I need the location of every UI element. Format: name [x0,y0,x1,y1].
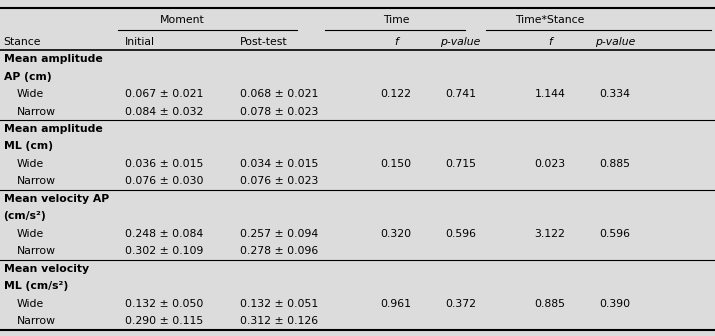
Text: 0.596: 0.596 [599,229,631,239]
Text: 0.122: 0.122 [380,89,412,99]
Text: 0.257 ± 0.094: 0.257 ± 0.094 [240,229,317,239]
Text: 0.076 ± 0.023: 0.076 ± 0.023 [240,176,318,186]
Text: Wide: Wide [16,159,44,169]
Text: 0.278 ± 0.096: 0.278 ± 0.096 [240,246,317,256]
Text: 0.076 ± 0.030: 0.076 ± 0.030 [125,176,204,186]
Text: AP (cm): AP (cm) [4,72,51,82]
Text: 0.741: 0.741 [445,89,476,99]
Text: 0.034 ± 0.015: 0.034 ± 0.015 [240,159,318,169]
Text: Narrow: Narrow [16,107,56,117]
Text: 0.302 ± 0.109: 0.302 ± 0.109 [125,246,204,256]
Text: p-value: p-value [440,37,480,47]
Text: 0.312 ± 0.126: 0.312 ± 0.126 [240,316,317,326]
Text: Wide: Wide [16,229,44,239]
Text: 0.334: 0.334 [599,89,631,99]
Text: Narrow: Narrow [16,316,56,326]
Text: 0.290 ± 0.115: 0.290 ± 0.115 [125,316,203,326]
Text: Stance: Stance [4,37,41,47]
Text: Mean amplitude: Mean amplitude [4,124,102,134]
Text: 0.390: 0.390 [599,299,631,309]
Text: Mean amplitude: Mean amplitude [4,54,102,64]
Text: 0.885: 0.885 [534,299,566,309]
Text: Post-test: Post-test [240,37,287,47]
Text: 0.961: 0.961 [380,299,412,309]
Text: 0.248 ± 0.084: 0.248 ± 0.084 [125,229,203,239]
Text: Moment: Moment [160,15,204,25]
Text: 0.068 ± 0.021: 0.068 ± 0.021 [240,89,318,99]
Text: f: f [394,37,398,47]
Text: 0.320: 0.320 [380,229,412,239]
Text: Initial: Initial [125,37,155,47]
Text: ML (cm): ML (cm) [4,141,53,152]
Text: 0.372: 0.372 [445,299,476,309]
Text: Wide: Wide [16,299,44,309]
Text: 3.122: 3.122 [534,229,566,239]
Text: 0.715: 0.715 [445,159,476,169]
Text: ML (cm/s²): ML (cm/s²) [4,281,68,291]
Text: 0.036 ± 0.015: 0.036 ± 0.015 [125,159,204,169]
Text: 0.132 ± 0.051: 0.132 ± 0.051 [240,299,317,309]
Text: f: f [548,37,552,47]
Text: p-value: p-value [595,37,635,47]
Text: 0.132 ± 0.050: 0.132 ± 0.050 [125,299,204,309]
Text: Wide: Wide [16,89,44,99]
Text: 0.078 ± 0.023: 0.078 ± 0.023 [240,107,318,117]
Text: Mean velocity: Mean velocity [4,264,89,274]
Text: 0.067 ± 0.021: 0.067 ± 0.021 [125,89,204,99]
Text: 0.084 ± 0.032: 0.084 ± 0.032 [125,107,204,117]
Text: 0.023: 0.023 [534,159,566,169]
Text: Narrow: Narrow [16,176,56,186]
Text: 0.150: 0.150 [380,159,412,169]
Text: Time*Stance: Time*Stance [515,15,585,25]
Text: 0.885: 0.885 [599,159,631,169]
Text: 1.144: 1.144 [534,89,566,99]
Text: Time: Time [383,15,410,25]
Text: Mean velocity AP: Mean velocity AP [4,194,109,204]
Text: 0.596: 0.596 [445,229,476,239]
Text: (cm/s²): (cm/s²) [4,211,46,221]
Text: Narrow: Narrow [16,246,56,256]
